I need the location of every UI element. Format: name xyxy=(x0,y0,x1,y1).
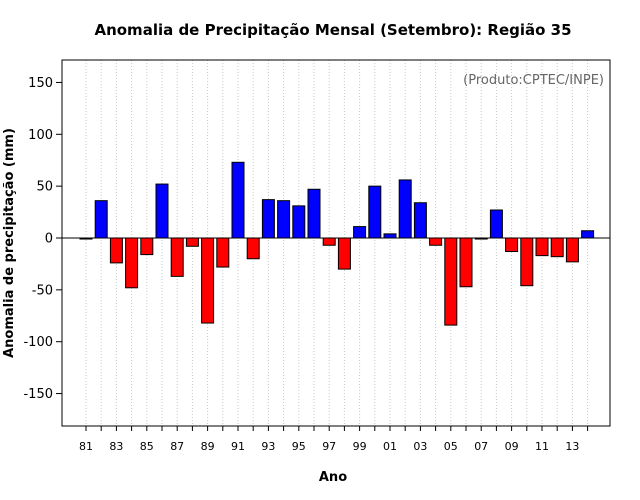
bar-1997 xyxy=(322,237,336,246)
x-tick-label: 89 xyxy=(201,440,215,453)
bar-1994 xyxy=(277,200,291,239)
x-tick-label: 97 xyxy=(322,440,336,453)
y-axis-label: Anomalia de precipitação (mm) xyxy=(2,128,17,358)
x-tick-label: 83 xyxy=(109,440,123,453)
x-tick-label: 13 xyxy=(565,440,579,453)
x-tick-label: 01 xyxy=(383,440,397,453)
y-tick-label: 150 xyxy=(28,76,53,91)
bar-1998 xyxy=(337,237,351,270)
bar-1982 xyxy=(94,200,108,239)
x-tick-label: 93 xyxy=(261,440,275,453)
bar-layer xyxy=(79,161,595,326)
bar-2001 xyxy=(383,233,397,239)
bar-1986 xyxy=(155,183,169,239)
bar-1988 xyxy=(185,237,199,247)
bar-2006 xyxy=(459,237,473,288)
bar-2003 xyxy=(413,202,427,239)
y-tick-label: -100 xyxy=(23,335,53,350)
bar-1989 xyxy=(201,237,215,324)
bar-2012 xyxy=(550,237,564,258)
y-tick-label: 0 xyxy=(45,232,53,247)
x-tick-label: 81 xyxy=(79,440,93,453)
y-tick-label: -50 xyxy=(32,283,53,298)
bar-1996 xyxy=(307,188,321,239)
bar-2009 xyxy=(505,237,519,252)
x-tick-label: 99 xyxy=(353,440,367,453)
y-tick-label: 50 xyxy=(36,180,53,195)
bar-2000 xyxy=(368,185,382,239)
bar-1990 xyxy=(216,237,230,268)
bar-1999 xyxy=(353,226,367,239)
bar-2013 xyxy=(565,237,579,263)
bar-2010 xyxy=(520,237,534,287)
bar-2004 xyxy=(429,237,443,246)
bar-2011 xyxy=(535,237,549,257)
x-tick-label: 09 xyxy=(505,440,519,453)
x-tick-label: 07 xyxy=(474,440,488,453)
bar-1983 xyxy=(109,237,123,264)
x-axis-label: Ano xyxy=(319,470,347,485)
chart-title: Anomalia de Precipitação Mensal (Setembr… xyxy=(94,21,571,39)
x-tick-label: 95 xyxy=(292,440,306,453)
bar-1992 xyxy=(246,237,260,260)
bar-1984 xyxy=(125,237,139,289)
x-tick-label: 03 xyxy=(413,440,427,453)
plot-frame xyxy=(61,59,611,427)
bar-1995 xyxy=(292,205,306,239)
bar-2005 xyxy=(444,237,458,326)
x-tick-label: 87 xyxy=(170,440,184,453)
y-tick-label: -150 xyxy=(23,387,53,402)
bar-2002 xyxy=(398,179,412,239)
x-tick-label: 91 xyxy=(231,440,245,453)
y-tick-label: 100 xyxy=(28,128,53,143)
bar-1987 xyxy=(170,237,184,277)
product-annotation: (Produto:CPTEC/INPE) xyxy=(463,73,604,88)
bar-1985 xyxy=(140,237,154,256)
x-tick-label: 11 xyxy=(535,440,549,453)
x-tick-label: 05 xyxy=(444,440,458,453)
bar-1991 xyxy=(231,161,245,239)
x-tick-label: 85 xyxy=(140,440,154,453)
bar-1993 xyxy=(261,199,275,239)
bar-2014 xyxy=(581,230,595,239)
bar-2008 xyxy=(489,209,503,239)
